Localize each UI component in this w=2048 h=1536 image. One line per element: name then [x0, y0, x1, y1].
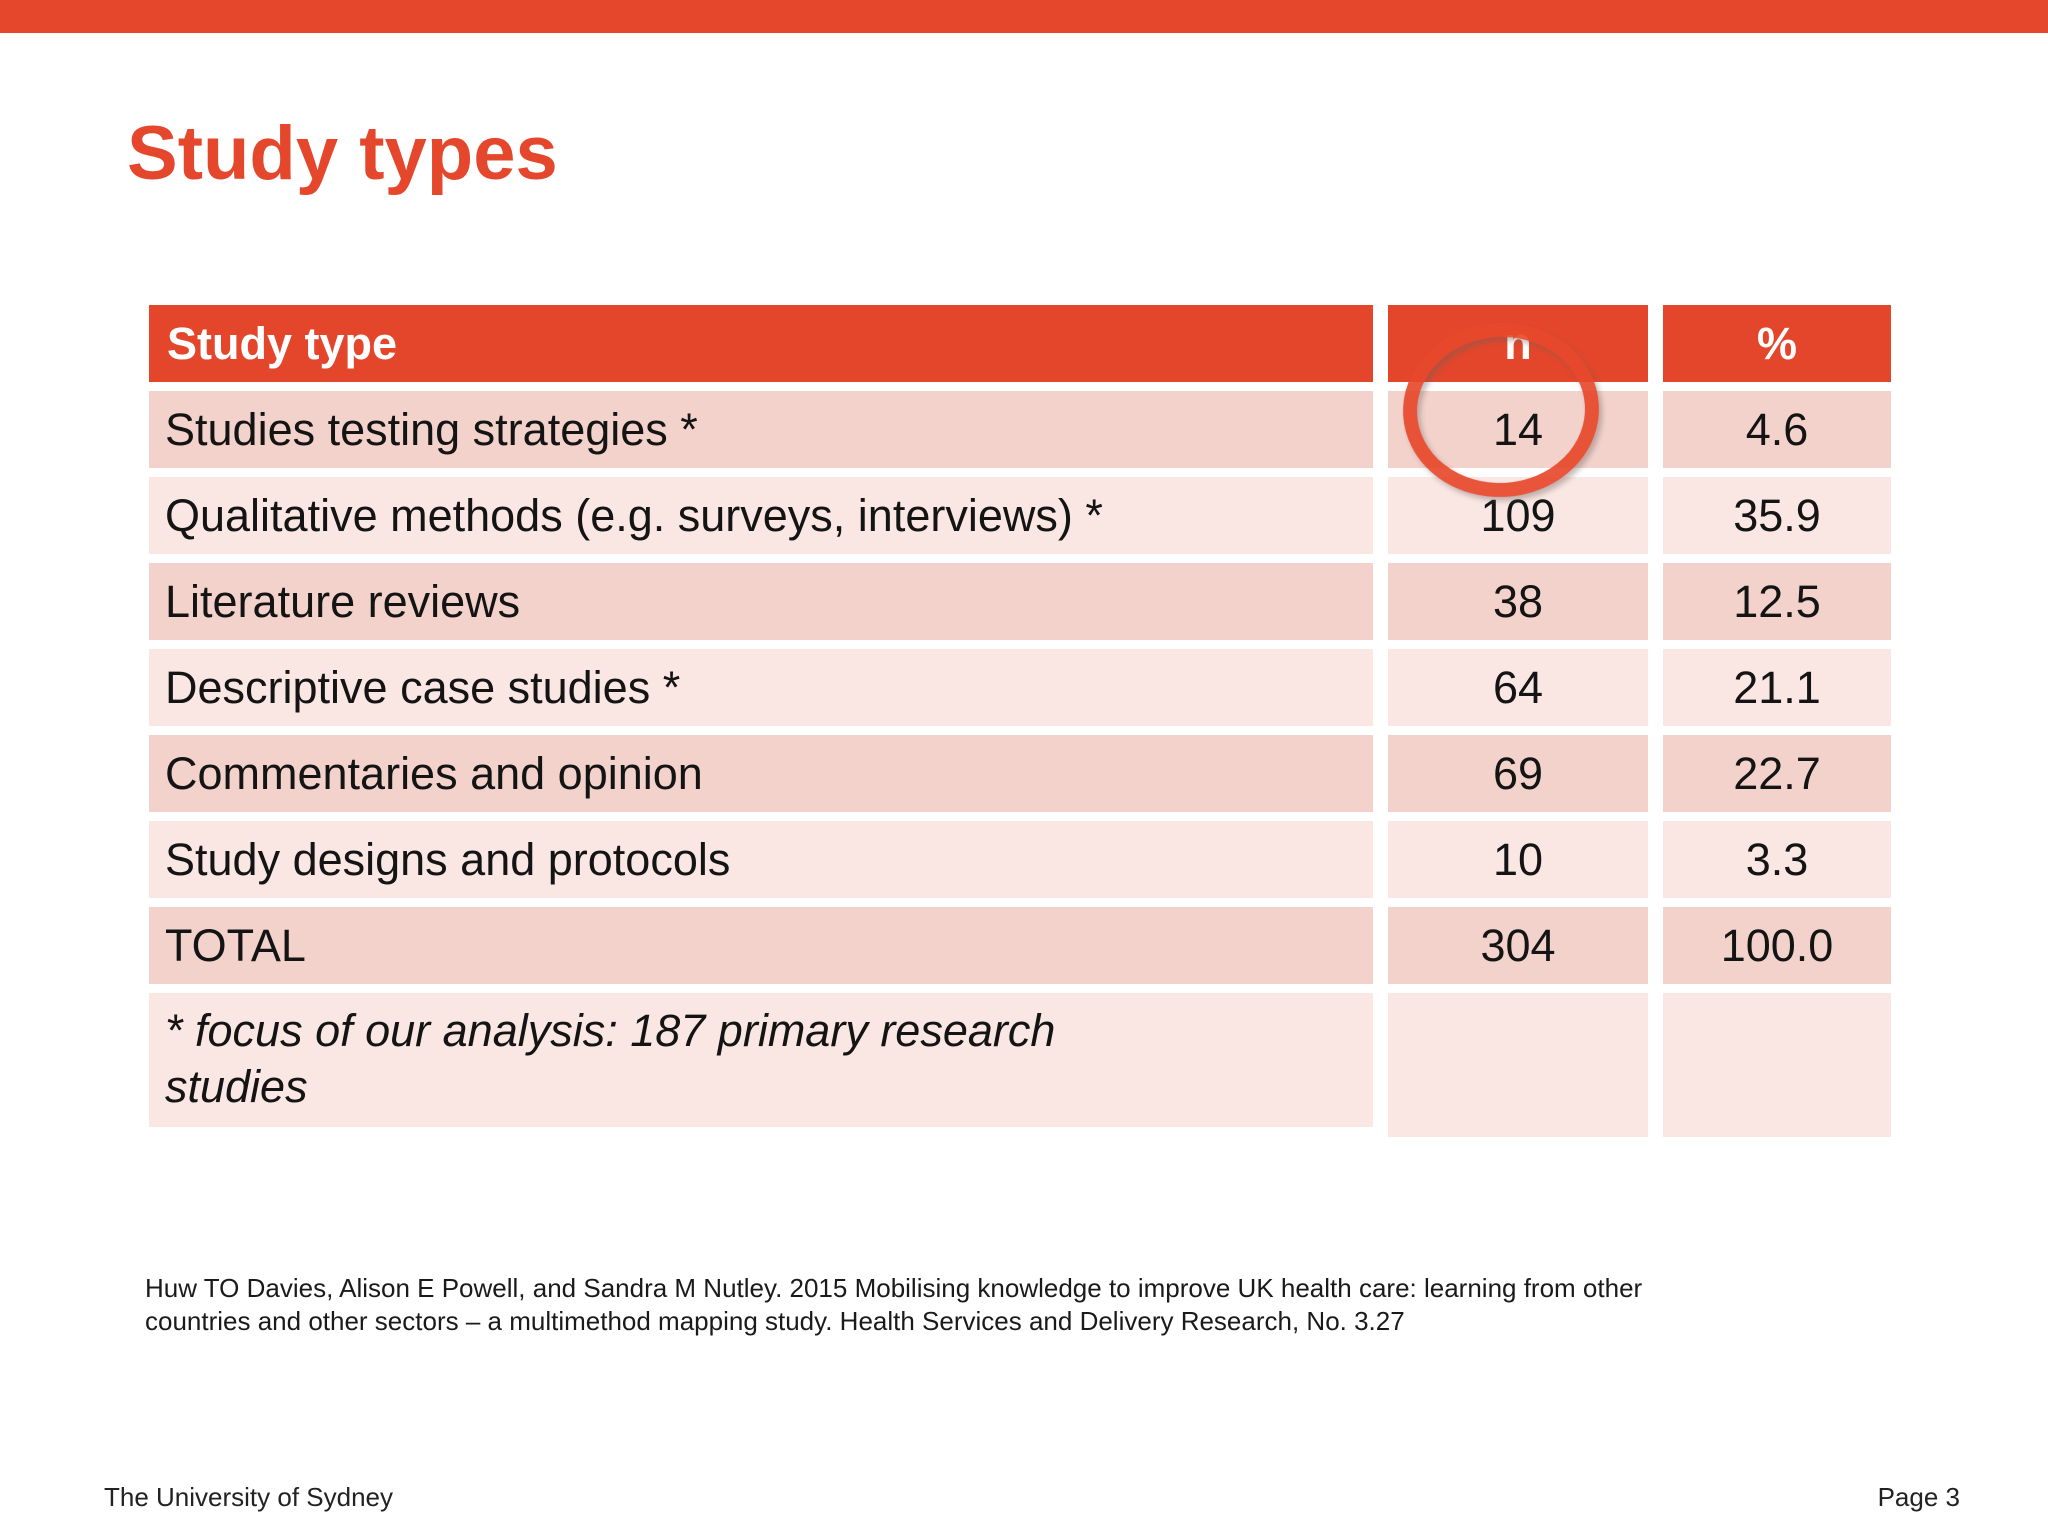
- footer-institution: The University of Sydney: [104, 1482, 394, 1512]
- study-types-table: Study type n % Studies testing strategie…: [149, 305, 1891, 1137]
- row-label: Literature reviews: [149, 563, 1373, 640]
- table-footnote-text: * focus of our analysis: 187 primary res…: [165, 1005, 1056, 1112]
- row-n: 64: [1388, 649, 1648, 726]
- row-label: Study designs and protocols: [149, 821, 1373, 898]
- citation-line-1: Huw TO Davies, Alison E Powell, and Sand…: [145, 1273, 1643, 1303]
- row-percent: 4.6: [1663, 391, 1891, 468]
- total-row-n: 304: [1388, 907, 1648, 984]
- row-label: Commentaries and opinion: [149, 735, 1373, 812]
- row-percent: 22.7: [1663, 735, 1891, 812]
- total-row-label: TOTAL: [149, 907, 1373, 984]
- row-n: 14: [1388, 391, 1648, 468]
- row-percent: 35.9: [1663, 477, 1891, 554]
- row-label: Studies testing strategies *: [149, 391, 1373, 468]
- citation: Huw TO Davies, Alison E Powell, and Sand…: [145, 1272, 1865, 1338]
- row-label: Qualitative methods (e.g. surveys, inter…: [149, 477, 1373, 554]
- footnote-empty-percent-cell: [1663, 993, 1891, 1137]
- row-percent: 3.3: [1663, 821, 1891, 898]
- row-percent: 21.1: [1663, 649, 1891, 726]
- row-label: Descriptive case studies *: [149, 649, 1373, 726]
- total-row-percent: 100.0: [1663, 907, 1891, 984]
- row-n: 38: [1388, 563, 1648, 640]
- citation-line-2: countries and other sectors – a multimet…: [145, 1306, 1405, 1336]
- column-header-percent: %: [1663, 305, 1891, 382]
- column-header-study-type: Study type: [149, 305, 1373, 382]
- row-percent: 12.5: [1663, 563, 1891, 640]
- page-title: Study types: [127, 111, 558, 196]
- slide-accent-top-bar: [0, 0, 2048, 33]
- column-header-n: n: [1388, 305, 1648, 382]
- row-n: 10: [1388, 821, 1648, 898]
- table-footnote: * focus of our analysis: 187 primary res…: [149, 993, 1373, 1127]
- footer-page-number: Page 3: [1877, 1482, 1960, 1512]
- row-n: 109: [1388, 477, 1648, 554]
- slide-footer: The University of Sydney Page 3: [104, 1482, 1960, 1513]
- row-n: 69: [1388, 735, 1648, 812]
- footnote-empty-n-cell: [1388, 993, 1648, 1137]
